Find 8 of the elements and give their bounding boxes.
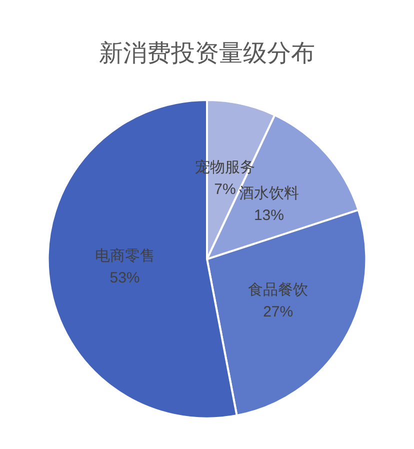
data-label: 53% <box>110 269 140 286</box>
data-label: 27% <box>263 304 294 321</box>
data-label: 13% <box>254 207 284 224</box>
data-label: 7% <box>214 181 236 198</box>
chart-title: 新消费投资量级分布 <box>99 39 315 67</box>
slice-label: 酒水饮料 <box>238 185 299 202</box>
slice-label: 食品餐饮 <box>248 282 308 299</box>
slice-label: 电商零售 <box>94 247 155 264</box>
